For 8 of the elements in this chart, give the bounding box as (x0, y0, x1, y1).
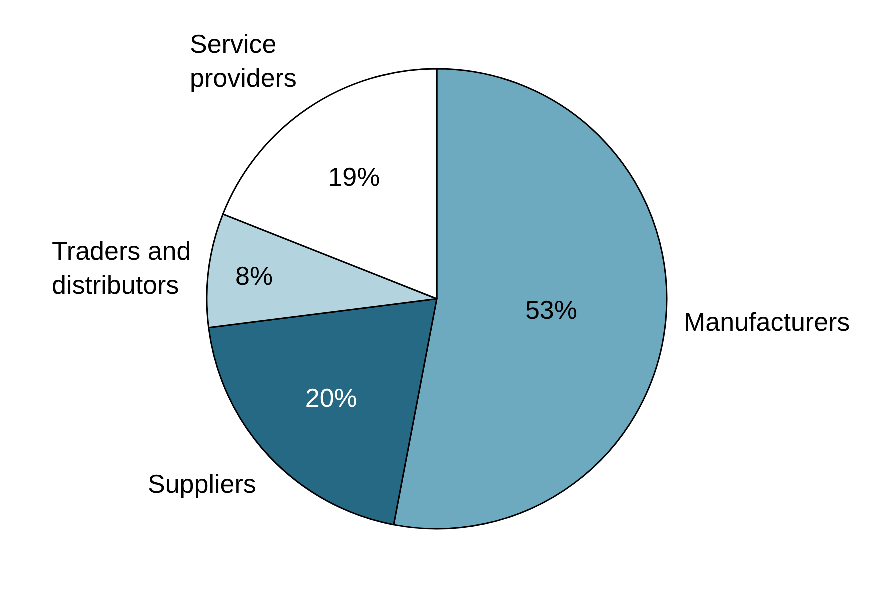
slice-label: Traders and distributors (52, 236, 192, 300)
data-label: 53% (525, 294, 578, 325)
slice-label: Service providers (190, 29, 297, 93)
data-label: 8% (235, 260, 274, 291)
slice-label: Manufacturers (684, 307, 850, 337)
slice-label: Suppliers (148, 469, 256, 499)
data-label: 19% (328, 162, 380, 192)
data-label: 20% (305, 383, 358, 414)
